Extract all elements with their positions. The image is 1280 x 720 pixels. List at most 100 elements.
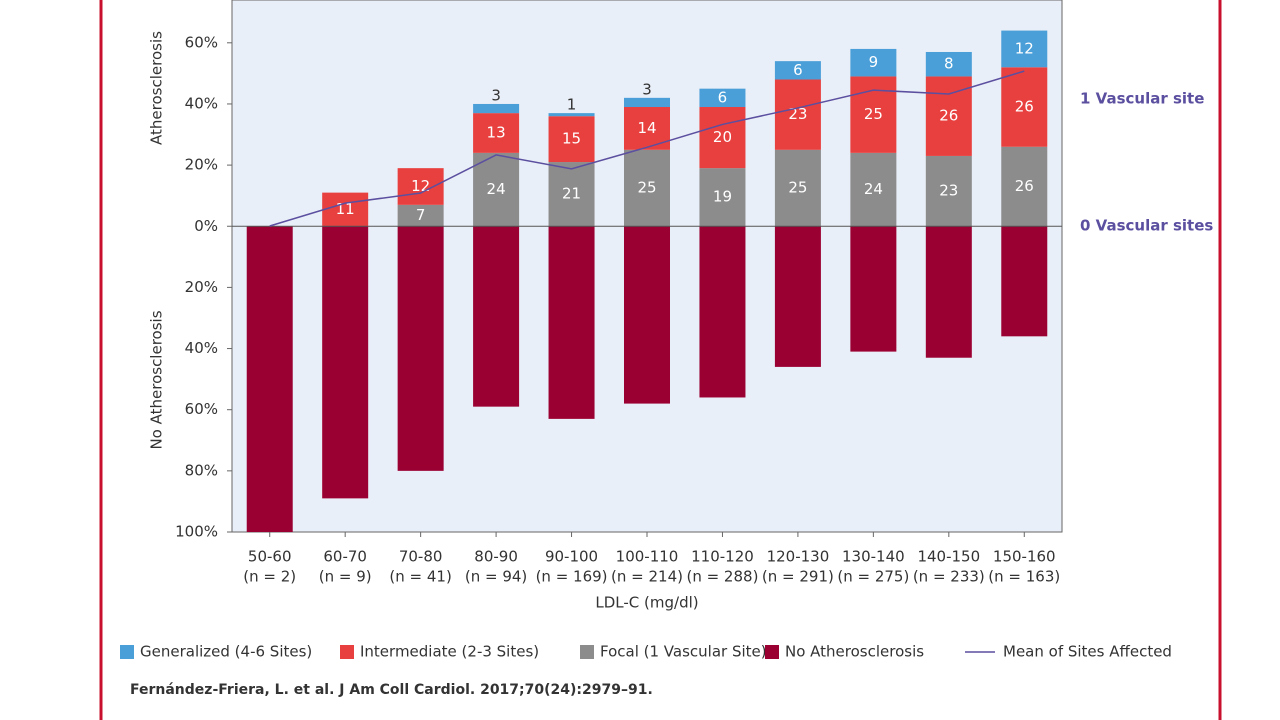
y-tick-label: 40% xyxy=(185,339,218,357)
legend-label: Mean of Sites Affected xyxy=(1003,643,1172,661)
x-tick-count: (n = 275) xyxy=(837,568,909,586)
data-label: 6 xyxy=(718,88,728,106)
legend-swatch xyxy=(580,645,594,659)
x-tick-count: (n = 233) xyxy=(913,568,985,586)
bar-segment xyxy=(322,226,369,499)
data-label: 24 xyxy=(487,180,506,198)
bar-segment xyxy=(699,168,746,227)
y2-tick-label: 1 Vascular site xyxy=(1080,90,1204,108)
data-label: 12 xyxy=(1015,39,1034,57)
bar-segment xyxy=(699,226,746,398)
bar-segment xyxy=(473,113,520,153)
bar-segment xyxy=(699,88,746,108)
x-tick-label: 70-80 xyxy=(399,548,443,566)
x-tick-count: (n = 94) xyxy=(465,568,527,586)
data-label: 26 xyxy=(1015,177,1034,195)
bar-segment xyxy=(1001,67,1048,147)
legend-label: No Atherosclerosis xyxy=(785,643,924,661)
y2-tick-label: 0 Vascular sites xyxy=(1080,217,1213,235)
bar-segment xyxy=(850,76,897,153)
x-tick-label: 90-100 xyxy=(545,548,598,566)
bar-segment xyxy=(850,152,897,227)
bar-segment xyxy=(473,226,520,407)
bar-segment xyxy=(774,226,821,367)
legend-swatch xyxy=(340,645,354,659)
bar-segment xyxy=(850,48,897,77)
legend-swatch xyxy=(765,645,779,659)
data-label: 25 xyxy=(788,179,807,197)
bar-segment xyxy=(624,226,670,404)
data-label: 25 xyxy=(637,179,656,197)
x-tick-label: 50-60 xyxy=(248,548,292,566)
legend-label: Intermediate (2-3 Sites) xyxy=(360,643,539,661)
y-tick-label: 0% xyxy=(194,217,218,235)
bar-segment xyxy=(548,226,595,419)
x-tick-label: 120-130 xyxy=(767,548,830,566)
x-tick-label: 100-110 xyxy=(616,548,679,566)
x-tick-label: 60-70 xyxy=(323,548,367,566)
y-axis-title-bottom: No Atherosclerosis xyxy=(148,310,166,449)
x-tick-label: 140-150 xyxy=(917,548,980,566)
data-label: 3 xyxy=(491,86,501,104)
data-label: 26 xyxy=(1015,98,1034,116)
bar-segment xyxy=(473,103,520,114)
y-tick-label: 60% xyxy=(185,33,218,51)
x-tick-count: (n = 163) xyxy=(988,568,1060,586)
data-label: 14 xyxy=(637,119,656,137)
bar-segment xyxy=(699,107,746,169)
bar-segment xyxy=(548,113,595,117)
bar-segment xyxy=(473,152,520,227)
bar-segment xyxy=(1001,226,1048,337)
data-label: 13 xyxy=(487,124,506,142)
legend-swatch xyxy=(120,645,134,659)
y-tick-label: 20% xyxy=(185,278,218,296)
y-tick-label: 100% xyxy=(175,523,218,541)
bar-segment xyxy=(774,61,821,80)
bar-segment xyxy=(397,226,444,471)
x-tick-count: (n = 41) xyxy=(389,568,451,586)
data-label: 7 xyxy=(416,206,426,224)
y-axis-title-top: Atherosclerosis xyxy=(148,31,166,145)
bar-segment xyxy=(548,162,595,227)
bar-segment xyxy=(1001,30,1048,68)
data-label: 6 xyxy=(793,61,803,79)
x-tick-count: (n = 9) xyxy=(319,568,372,586)
x-tick-label: 110-120 xyxy=(691,548,754,566)
bar-segment xyxy=(624,97,670,108)
data-label: 26 xyxy=(939,107,958,125)
bar-segment xyxy=(850,226,897,352)
bar-segment xyxy=(774,79,821,150)
bar-segment xyxy=(624,149,670,227)
data-label: 15 xyxy=(562,130,581,148)
x-tick-count: (n = 214) xyxy=(611,568,683,586)
legend-label: Generalized (4-6 Sites) xyxy=(140,643,312,661)
data-label: 3 xyxy=(642,80,652,98)
bar-segment xyxy=(397,204,444,227)
x-tick-count: (n = 169) xyxy=(536,568,608,586)
data-label: 23 xyxy=(939,182,958,200)
x-tick-count: (n = 291) xyxy=(762,568,834,586)
y-tick-label: 60% xyxy=(185,400,218,418)
bar-segment xyxy=(397,168,444,205)
x-tick-label: 150-160 xyxy=(993,548,1056,566)
mean-line xyxy=(269,70,1025,227)
x-axis-title: LDL-C (mg/dl) xyxy=(595,594,698,612)
x-tick-count: (n = 2) xyxy=(243,568,296,586)
bar-segment xyxy=(322,192,369,227)
bar-segment xyxy=(774,149,821,227)
bar-segment xyxy=(246,226,293,532)
bar-segment xyxy=(548,116,595,163)
data-label: 24 xyxy=(864,180,883,198)
bar-segment xyxy=(925,226,972,358)
data-label: 8 xyxy=(944,55,954,73)
data-label: 25 xyxy=(864,105,883,123)
y-tick-label: 40% xyxy=(185,94,218,112)
data-label: 19 xyxy=(713,188,732,206)
x-tick-label: 130-140 xyxy=(842,548,905,566)
y-tick-label: 80% xyxy=(185,461,218,479)
x-tick-label: 80-90 xyxy=(474,548,518,566)
bar-segment xyxy=(925,155,972,227)
x-tick-count: (n = 288) xyxy=(686,568,758,586)
legend-label: Focal (1 Vascular Site) xyxy=(600,643,767,661)
